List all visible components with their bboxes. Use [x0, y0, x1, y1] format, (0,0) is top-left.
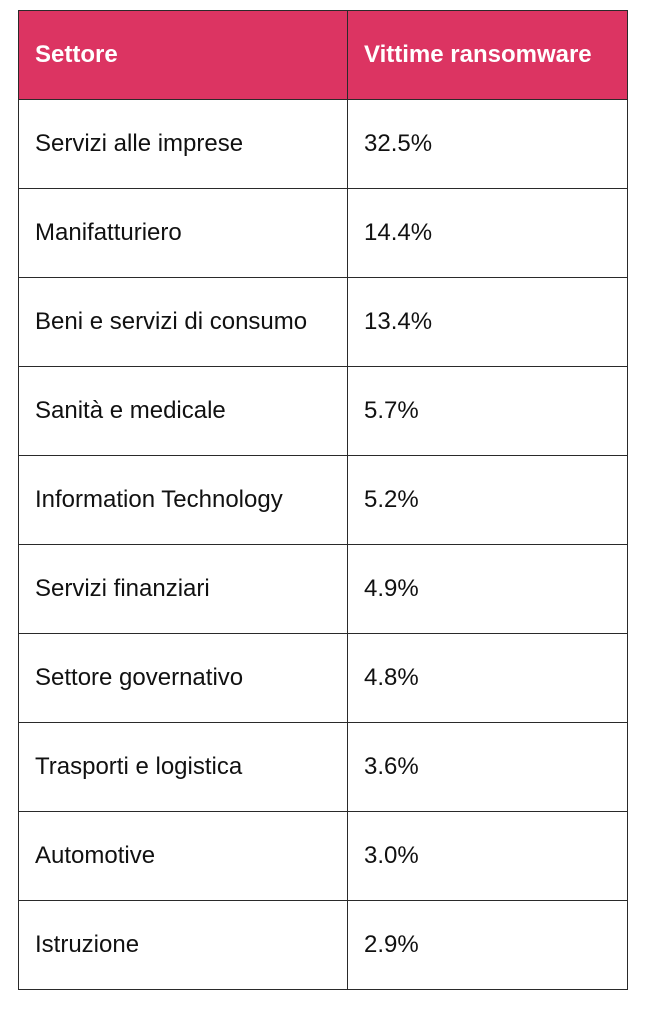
table-row: Istruzione 2.9%	[18, 900, 628, 990]
value-cell: 3.0%	[347, 811, 628, 901]
column-header-victims: Vittime ransomware	[347, 10, 628, 100]
table-header-row: Settore Vittime ransomware	[18, 10, 628, 100]
table-row: Manifatturiero 14.4%	[18, 188, 628, 278]
sector-cell: Settore governativo	[18, 633, 348, 723]
sector-cell: Manifatturiero	[18, 188, 348, 278]
sector-cell: Trasporti e logistica	[18, 722, 348, 812]
table-row: Information Technology 5.2%	[18, 455, 628, 545]
sector-cell: Information Technology	[18, 455, 348, 545]
table-row: Trasporti e logistica 3.6%	[18, 722, 628, 812]
value-cell: 3.6%	[347, 722, 628, 812]
value-cell: 5.2%	[347, 455, 628, 545]
sector-cell: Beni e servizi di consumo	[18, 277, 348, 367]
sector-cell: Servizi finanziari	[18, 544, 348, 634]
value-cell: 5.7%	[347, 366, 628, 456]
sector-cell: Sanità e medicale	[18, 366, 348, 456]
table-row: Servizi finanziari 4.9%	[18, 544, 628, 634]
sector-cell: Istruzione	[18, 900, 348, 990]
sector-cell: Servizi alle imprese	[18, 99, 348, 189]
value-cell: 4.8%	[347, 633, 628, 723]
column-header-sector: Settore	[18, 10, 348, 100]
value-cell: 13.4%	[347, 277, 628, 367]
table-row: Sanità e medicale 5.7%	[18, 366, 628, 456]
sector-cell: Automotive	[18, 811, 348, 901]
table-row: Beni e servizi di consumo 13.4%	[18, 277, 628, 367]
table-row: Servizi alle imprese 32.5%	[18, 99, 628, 189]
table-row: Settore governativo 4.8%	[18, 633, 628, 723]
value-cell: 4.9%	[347, 544, 628, 634]
value-cell: 32.5%	[347, 99, 628, 189]
table-row: Automotive 3.0%	[18, 811, 628, 901]
ransomware-sector-table: Settore Vittime ransomware Servizi alle …	[18, 10, 628, 990]
value-cell: 14.4%	[347, 188, 628, 278]
value-cell: 2.9%	[347, 900, 628, 990]
